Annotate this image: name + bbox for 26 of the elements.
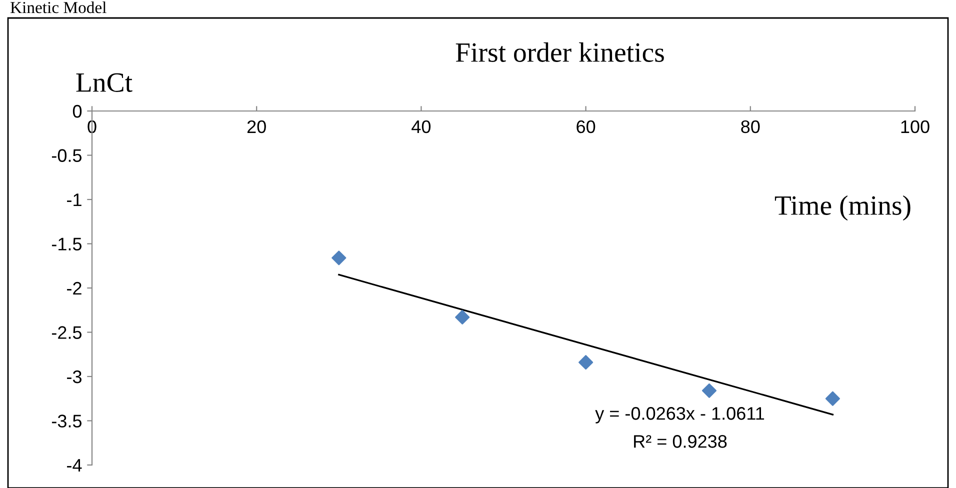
annotation: y = -0.0263x - 1.0611 (595, 407, 764, 424)
x-tick-label: 20 (247, 120, 266, 134)
y-tick-label: -3.5 (52, 414, 82, 428)
text: Kinetic Model (10, 1, 106, 14)
x-tick-label: 100 (901, 120, 930, 134)
y-axis-title: LnCt (76, 73, 132, 92)
y-tick-label: -0.5 (52, 149, 82, 162)
point (702, 383, 717, 398)
x-tick-label: 80 (741, 120, 760, 134)
y-tick-label: -1 (67, 194, 82, 206)
x-axis-title: Time (mins) (774, 195, 910, 221)
annotation: R² = 0.9238 (634, 435, 727, 448)
point (455, 310, 470, 324)
y-tick-label: -3 (67, 370, 82, 384)
point (578, 355, 594, 370)
y-tick-label: -2 (67, 282, 82, 295)
x-tick-label: 60 (576, 120, 596, 134)
point (825, 391, 840, 406)
x-tick-label: 0 (88, 120, 96, 134)
point (332, 250, 346, 266)
chart-title: First order kinetics (456, 42, 664, 62)
y-tick-label: -2.5 (52, 326, 82, 339)
y-tick-label: -1.5 (52, 238, 82, 250)
x-tick-label: 40 (412, 120, 431, 134)
y-tick-label: -4 (67, 459, 82, 472)
y-tick-label: 0 (72, 104, 82, 118)
